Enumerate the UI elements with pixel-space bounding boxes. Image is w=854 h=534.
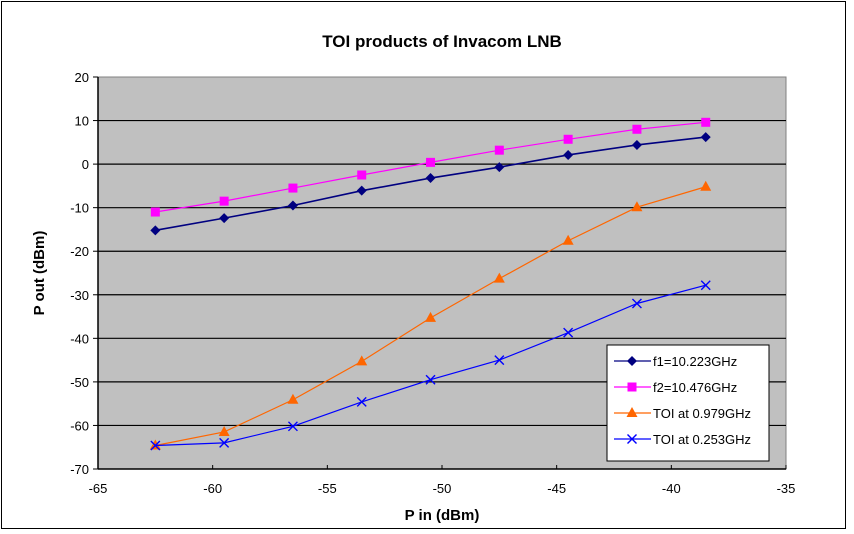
data-point (150, 225, 161, 236)
data-point (425, 311, 437, 322)
data-point (149, 439, 161, 450)
x-tick-label: -55 (318, 481, 337, 496)
x-tick-label: -65 (89, 481, 108, 496)
data-point (219, 213, 230, 224)
legend-label-toi-0979: TOI at 0.979GHz (653, 406, 751, 421)
data-point (701, 117, 711, 127)
axes (97, 77, 787, 470)
legend: f1=10.223GHz f2=10.476GHz TOI at 0.979GH… (606, 344, 770, 462)
data-point (632, 124, 642, 134)
x-stroke (356, 396, 367, 407)
legend-marker (626, 407, 638, 417)
legend-label-toi-0253: TOI at 0.253GHz (653, 432, 751, 447)
x-stroke (287, 421, 298, 432)
y-tick-label: 10 (75, 114, 89, 129)
legend-marker (627, 434, 637, 444)
x-tick-labels: -65 -60 -55 -50 -45 -40 -35 (89, 481, 796, 496)
data-point (563, 149, 574, 160)
data-point (631, 139, 642, 150)
x-tick-label: -40 (662, 481, 681, 496)
data-point (563, 327, 574, 338)
data-point (219, 196, 229, 206)
y-tick-label: -40 (70, 331, 89, 346)
data-point (426, 157, 436, 167)
x-tick-label: -50 (433, 481, 452, 496)
legend-markers (614, 356, 651, 444)
series-group (149, 117, 712, 451)
y-tick-label: -20 (70, 244, 89, 259)
series-1 (150, 117, 711, 217)
y-tick-label: -30 (70, 288, 89, 303)
x-stroke (627, 434, 637, 444)
y-axis-title: P out (dBm) (31, 231, 48, 316)
data-point (287, 421, 298, 432)
data-point (700, 280, 711, 291)
x-tick-label: -45 (547, 481, 566, 496)
x-stroke (563, 327, 574, 338)
data-point (218, 425, 230, 436)
data-point (631, 201, 643, 212)
x-stroke (700, 280, 711, 291)
series-0 (150, 132, 711, 236)
data-point (287, 200, 298, 211)
data-point (356, 355, 368, 366)
y-tick-label: -60 (70, 418, 89, 433)
x-stroke (631, 298, 642, 309)
y-tick-label: -10 (70, 201, 89, 216)
y-tick-label: 0 (82, 157, 89, 172)
data-point (700, 180, 712, 191)
data-point (287, 393, 299, 404)
data-point (494, 145, 504, 155)
x-axis-title: P in (dBm) (405, 507, 480, 524)
data-point (219, 437, 230, 448)
legend-label-f2: f2=10.476GHz (653, 380, 737, 395)
series-3 (150, 280, 711, 451)
chart-title: TOI products of Invacom LNB (322, 32, 562, 51)
x-stroke (494, 355, 505, 366)
data-point (356, 396, 367, 407)
y-tick-label: 20 (75, 70, 89, 85)
legend-marker (627, 356, 637, 366)
data-point (631, 298, 642, 309)
data-point (563, 134, 573, 144)
data-point (356, 185, 367, 196)
x-tick-label: -35 (777, 481, 796, 496)
data-point (357, 170, 367, 180)
data-point (425, 374, 436, 385)
data-point (425, 173, 436, 184)
data-point (150, 207, 160, 217)
data-point (700, 132, 711, 143)
y-tick-label: -70 (70, 462, 89, 477)
legend-marker (627, 382, 637, 392)
x-stroke (425, 374, 436, 385)
y-tick-label: -50 (70, 375, 89, 390)
data-point (562, 234, 574, 245)
x-tick-label: -60 (203, 481, 222, 496)
data-point (494, 162, 505, 173)
legend-label-f1: f1=10.223GHz (653, 354, 737, 369)
x-stroke (219, 437, 230, 448)
data-point (493, 272, 505, 283)
data-point (150, 440, 161, 451)
series-2 (149, 180, 712, 450)
y-tick-labels: 20 10 0 -10 -20 -30 -40 -50 -60 -70 (70, 70, 89, 477)
data-point (494, 355, 505, 366)
x-stroke (150, 440, 161, 451)
data-point (288, 183, 298, 193)
